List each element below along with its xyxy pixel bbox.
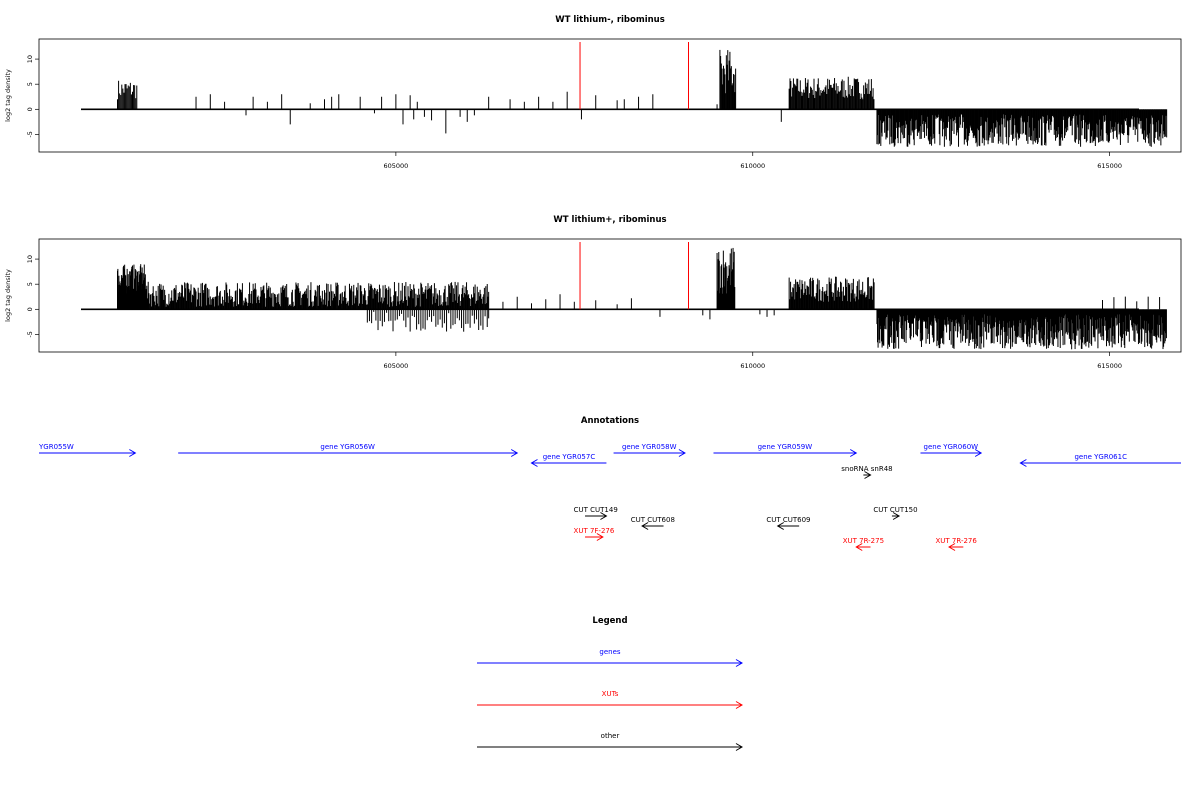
annotation-arrow-head <box>510 449 519 457</box>
plot-frame <box>38 238 1182 353</box>
annotation-arrow-head <box>892 512 901 520</box>
annotation-other: CUT CUT608 <box>631 516 675 530</box>
y-axis-label: log2 tag density <box>4 69 12 122</box>
annotation-other: CUT CUT149 <box>574 506 618 520</box>
annotation-gene: gene YGR056W <box>178 443 519 457</box>
annotation-arrow-head <box>1019 459 1027 467</box>
annotation-other: snoRNA snR48 <box>841 465 893 479</box>
legend-arrow-head <box>735 701 743 709</box>
y-tick-label: 5 <box>26 282 34 286</box>
annotation-gene: gene YGR061C <box>1019 453 1181 467</box>
annotation-label: gene YGR060W <box>924 443 979 451</box>
annotation-label: CUT CUT608 <box>631 516 675 524</box>
annotation-arrow-head <box>864 471 872 479</box>
x-tick-label: 605000 <box>383 362 408 370</box>
annotation-arrow-head <box>129 449 137 457</box>
density-bars <box>117 49 1168 147</box>
legend-arrow-head <box>735 659 743 667</box>
track-title: WT lithium+, ribominus <box>553 215 666 225</box>
x-tick-label: 610000 <box>740 362 765 370</box>
legend-label: XUTs <box>602 690 619 698</box>
annotation-arrow-head <box>776 522 784 530</box>
track-panel-2: WT lithium+, ribominus -5 0 5 10 log2 tag den… <box>4 215 1182 370</box>
track-panel-1: WT lithium-, ribominus -5 0 5 10 log2 tag den… <box>4 15 1182 170</box>
density-bars <box>117 247 1167 350</box>
annotation-gene: gene YGR059W <box>713 443 858 457</box>
y-tick-label: 5 <box>26 82 34 86</box>
legend-item: genes <box>477 648 743 667</box>
annotation-arrow-head <box>596 533 604 541</box>
annotation-label: gene YGR057C <box>543 453 596 461</box>
annotation-arrow-head <box>530 459 538 467</box>
annotation-label: gene YGR059W <box>758 443 813 451</box>
annotation-label: gene YGR058W <box>622 443 677 451</box>
y-tick-label: -5 <box>26 331 34 337</box>
y-tick-label: 10 <box>26 55 34 63</box>
annotation-arrow-head <box>948 543 956 551</box>
annotation-label: XUT 7F-276 <box>574 527 615 535</box>
annotation-label: XUT 7R-276 <box>935 537 977 545</box>
legend-label: other <box>601 732 620 740</box>
legend-arrow-head <box>735 743 743 751</box>
legend-label: genes <box>599 648 620 656</box>
annotation-arrow-head <box>641 522 649 530</box>
y-axis-label: log2 tag density <box>4 269 12 322</box>
legend: genes XUTs other <box>477 648 743 751</box>
x-tick-label: 615000 <box>1097 362 1122 370</box>
annotation-other: CUT CUT609 <box>766 516 811 530</box>
y-tick-label: 10 <box>26 255 34 263</box>
x-tick-label: 605000 <box>383 162 408 170</box>
y-tick-label: -5 <box>26 131 34 137</box>
y-tick-label: 0 <box>26 107 34 111</box>
annotation-arrow-head <box>974 449 983 457</box>
track-title: WT lithium-, ribominus <box>555 15 665 25</box>
annotation-xut: XUT 7R-276 <box>935 537 977 551</box>
annotation-label: XUT 7R-275 <box>843 537 884 545</box>
annotations-title: Annotations <box>581 416 639 426</box>
annotation-label: gene YGR061C <box>1074 453 1127 461</box>
annotation-gene: gene YGR058W <box>613 443 686 457</box>
legend-item: other <box>477 732 743 751</box>
x-tick-label: 610000 <box>740 162 765 170</box>
annotation-label: snoRNA snR48 <box>841 465 892 473</box>
plot-frame <box>38 38 1182 153</box>
x-tick-label: 615000 <box>1097 162 1122 170</box>
annotation-label: CUT CUT150 <box>873 506 917 514</box>
annotation-label: YGR055W <box>38 443 74 451</box>
annotation-arrow-head <box>855 543 863 551</box>
annotation-gene: gene YGR060W <box>920 443 983 457</box>
annotation-label: gene YGR056W <box>320 443 375 451</box>
annotation-gene: YGR055W <box>38 443 137 457</box>
annotation-label: CUT CUT609 <box>766 516 810 524</box>
legend-item: XUTs <box>477 690 743 709</box>
annotation-gene: gene YGR057C <box>530 453 607 467</box>
y-tick-label: 0 <box>26 307 34 311</box>
annotation-arrow-head <box>849 449 858 457</box>
annotation-xut: XUT 7R-275 <box>843 537 884 551</box>
annotation-track: YGR055W gene YGR056W gene YGR057C gene YGR0… <box>38 443 1181 551</box>
legend-title: Legend <box>592 616 627 626</box>
annotation-other: CUT CUT150 <box>873 506 918 520</box>
annotation-arrow-head <box>600 512 608 520</box>
annotation-arrow-head <box>678 449 686 457</box>
annotation-label: CUT CUT149 <box>574 506 618 514</box>
annotation-xut: XUT 7F-276 <box>574 527 615 541</box>
